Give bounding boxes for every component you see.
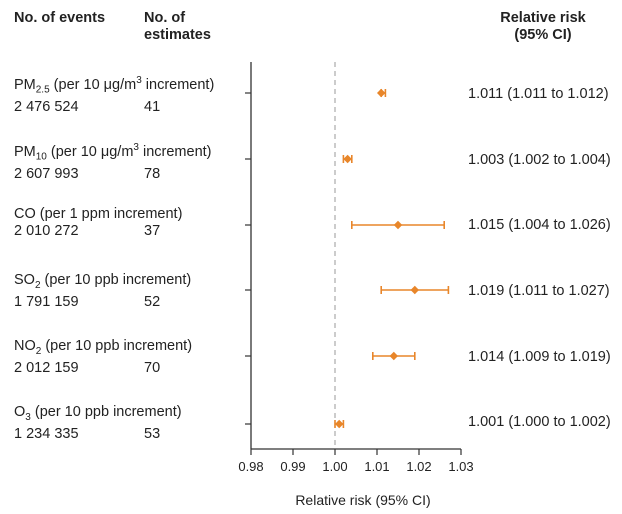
events-count: 2 607 993 — [14, 165, 79, 182]
point-estimate — [376, 88, 386, 98]
x-tick-label: 1.03 — [448, 459, 473, 474]
x-tick-label: 0.98 — [238, 459, 263, 474]
estimates-count: 37 — [144, 223, 161, 239]
estimates-count: 70 — [144, 359, 161, 376]
point-estimate — [393, 220, 403, 230]
header-rr-line2: (95% CI) — [514, 27, 572, 43]
estimates-count: 41 — [144, 98, 161, 115]
relative-risk-value: 1.019 (1.011 to 1.027) — [468, 283, 610, 299]
pollutant-name: O3 (per 10 ppb increment) — [14, 404, 182, 423]
estimates-count: 78 — [144, 165, 161, 182]
events-count: 1 791 159 — [14, 293, 79, 310]
pollutant-row-label: CO (per 1 ppm increment) 2 010 272 37 — [14, 206, 182, 240]
x-tick-label: 0.99 — [280, 459, 305, 474]
relative-risk-value: 1.003 (1.002 to 1.004) — [468, 152, 611, 168]
pollutant-row-label: PM10 (per 10 μg/m3 increment) 2 607 993 78 — [14, 139, 212, 183]
events-count: 1 234 335 — [14, 425, 79, 442]
pollutant-name: PM10 (per 10 μg/m3 increment) — [14, 142, 212, 163]
point-estimate — [410, 285, 420, 295]
events-count: 2 010 272 — [14, 223, 79, 239]
x-tick-label: 1.02 — [406, 459, 431, 474]
relative-risk-value: 1.001 (1.000 to 1.002) — [468, 414, 611, 430]
relative-risk-value: 1.014 (1.009 to 1.019) — [468, 349, 611, 365]
header-relative-risk: Relative risk (95% CI) — [478, 10, 608, 44]
pollutant-name: CO (per 1 ppm increment) — [14, 206, 183, 222]
pollutant-row-label: PM2.5 (per 10 μg/m3 increment) 2 476 524 4… — [14, 72, 214, 116]
header-rr-line1: Relative risk — [500, 10, 586, 26]
point-estimate — [334, 419, 344, 429]
estimates-count: 53 — [144, 425, 161, 442]
relative-risk-value: 1.011 (1.011 to 1.012) — [468, 86, 609, 102]
header-estimates-line2: estimates — [144, 27, 211, 43]
point-estimate — [389, 351, 399, 361]
pollutant-name: NO2 (per 10 ppb increment) — [14, 338, 193, 357]
pollutant-row-label: NO2 (per 10 ppb increment) 2 012 159 70 — [14, 338, 192, 377]
pollutant-name: SO2 (per 10 ppb increment) — [14, 272, 192, 291]
relative-risk-value: 1.015 (1.004 to 1.026) — [468, 217, 611, 233]
pollutant-name: PM2.5 (per 10 μg/m3 increment) — [14, 75, 215, 96]
x-tick-label: 1.00 — [322, 459, 347, 474]
header-estimates-line1: No. of — [144, 10, 186, 26]
events-count: 2 476 524 — [14, 98, 79, 115]
pollutant-row-label: O3 (per 10 ppb increment) 1 234 335 53 — [14, 404, 182, 443]
header-estimates: No. of estimates — [144, 10, 211, 44]
events-count: 2 012 159 — [14, 359, 79, 376]
x-tick-label: 1.01 — [364, 459, 389, 474]
x-axis-title: Relative risk (95% CI) — [295, 492, 430, 508]
point-estimate — [343, 154, 352, 164]
estimates-count: 52 — [144, 293, 161, 310]
pollutant-row-label: SO2 (per 10 ppb increment) 1 791 159 52 — [14, 272, 191, 311]
header-events: No. of events — [14, 10, 106, 26]
